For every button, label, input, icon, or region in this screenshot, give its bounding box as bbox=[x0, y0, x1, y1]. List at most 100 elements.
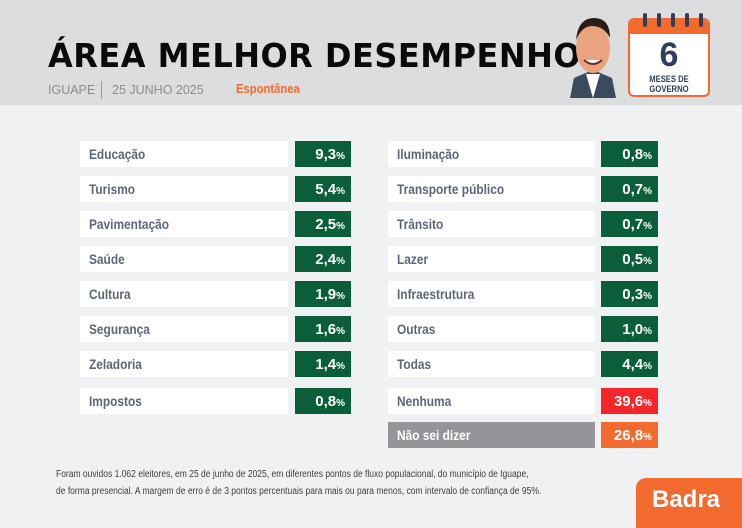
category-label: Turismo bbox=[80, 176, 288, 202]
category-text: Não sei dizer bbox=[397, 427, 471, 443]
value-number: 1,9 bbox=[315, 286, 337, 303]
value-number: 4,4 bbox=[622, 356, 644, 373]
calendar-ring-icon bbox=[671, 13, 675, 27]
category-text: Segurança bbox=[89, 321, 150, 337]
category-text: Educação bbox=[89, 146, 146, 162]
percent-sign: % bbox=[336, 291, 345, 302]
percent-sign: % bbox=[336, 151, 345, 162]
percent-sign: % bbox=[643, 326, 652, 337]
percent-sign: % bbox=[336, 221, 345, 232]
percentage-value: 0,7% bbox=[601, 176, 658, 202]
category-label: Infraestrutura bbox=[388, 281, 595, 307]
category-text: Saúde bbox=[89, 251, 125, 267]
category-label: Zeladoria bbox=[80, 351, 288, 377]
value-number: 0,3 bbox=[622, 286, 644, 303]
category-text: Turismo bbox=[89, 181, 136, 197]
category-label: Nenhuma bbox=[388, 388, 595, 414]
percent-sign: % bbox=[643, 361, 652, 372]
mayor-caricature-icon bbox=[570, 18, 616, 98]
value-number: 0,7 bbox=[622, 216, 644, 233]
category-text: Outras bbox=[397, 321, 436, 337]
percent-sign: % bbox=[336, 326, 345, 337]
badra-logo: Badra bbox=[636, 478, 742, 528]
percentage-value: 1,6% bbox=[295, 316, 351, 342]
category-label: Lazer bbox=[388, 246, 595, 272]
category-label: Transporte público bbox=[388, 176, 595, 202]
category-label: Todas bbox=[388, 351, 595, 377]
value-number: 0,8 bbox=[315, 393, 337, 410]
percent-sign: % bbox=[643, 432, 652, 443]
percentage-value: 2,5% bbox=[295, 211, 351, 237]
category-text: Impostos bbox=[89, 393, 142, 409]
category-text: Lazer bbox=[397, 251, 429, 267]
percentage-value: 0,8% bbox=[295, 388, 351, 414]
category-text: Cultura bbox=[89, 286, 131, 302]
category-text: Todas bbox=[397, 356, 432, 372]
value-number: 1,4 bbox=[315, 356, 337, 373]
percentage-value: 0,5% bbox=[601, 246, 658, 272]
months-number: 6 bbox=[659, 36, 679, 74]
value-number: 0,7 bbox=[622, 181, 644, 198]
category-label: Segurança bbox=[80, 316, 288, 342]
footnote-line: Foram ouvidos 1.062 eleitores, em 25 de … bbox=[56, 469, 529, 480]
category-label: Saúde bbox=[80, 246, 288, 272]
percent-sign: % bbox=[336, 398, 345, 409]
six-months-calendar-badge: 6 MESES DE GOVERNO bbox=[628, 18, 710, 97]
category-label: Outras bbox=[388, 316, 595, 342]
city-label: IGUAPE bbox=[48, 83, 96, 97]
percent-sign: % bbox=[643, 151, 652, 162]
value-number: 39,6 bbox=[613, 393, 644, 410]
percentage-value: 1,0% bbox=[601, 316, 658, 342]
category-label: Iluminação bbox=[388, 141, 595, 167]
category-text: Iluminação bbox=[397, 146, 460, 162]
category-label: Pavimentação bbox=[80, 211, 288, 237]
percent-sign: % bbox=[643, 291, 652, 302]
header bbox=[0, 0, 742, 105]
survey-type: Espontânea bbox=[236, 82, 300, 96]
percent-sign: % bbox=[336, 256, 345, 267]
percentage-value: 1,4% bbox=[295, 351, 351, 377]
value-number: 9,3 bbox=[315, 146, 337, 163]
calendar-ring-icon bbox=[643, 13, 647, 27]
value-number: 0,8 bbox=[622, 146, 644, 163]
percent-sign: % bbox=[643, 221, 652, 232]
percent-sign: % bbox=[643, 256, 652, 267]
footnote-line: de forma presencial. A margem de erro é … bbox=[56, 486, 542, 497]
percentage-value: 5,4% bbox=[295, 176, 351, 202]
percentage-value: 26,8% bbox=[601, 422, 658, 448]
value-number: 2,4 bbox=[315, 251, 337, 268]
date-label: 25 JUNHO 2025 bbox=[112, 83, 204, 97]
divider bbox=[101, 81, 102, 99]
percent-sign: % bbox=[643, 186, 652, 197]
percentage-value: 0,8% bbox=[601, 141, 658, 167]
value-number: 0,5 bbox=[622, 251, 644, 268]
percentage-value: 2,4% bbox=[295, 246, 351, 272]
percentage-value: 1,9% bbox=[295, 281, 351, 307]
category-text: Pavimentação bbox=[89, 216, 170, 232]
category-label: Cultura bbox=[80, 281, 288, 307]
category-text: Zeladoria bbox=[89, 356, 142, 372]
category-label: Educação bbox=[80, 141, 288, 167]
calendar-ring-icon bbox=[657, 13, 661, 27]
calendar-ring-icon bbox=[699, 13, 703, 27]
category-label: Impostos bbox=[80, 388, 288, 414]
value-number: 1,0 bbox=[622, 321, 644, 338]
percent-sign: % bbox=[643, 398, 652, 409]
value-number: 5,4 bbox=[315, 181, 337, 198]
percentage-value: 0,7% bbox=[601, 211, 658, 237]
category-label: Trânsito bbox=[388, 211, 595, 237]
calendar-ring-icon bbox=[685, 13, 689, 27]
percentage-value: 9,3% bbox=[295, 141, 351, 167]
category-label: Não sei dizer bbox=[388, 422, 595, 448]
page-title: ÁREA MELHOR DESEMPENHO bbox=[48, 36, 582, 75]
percent-sign: % bbox=[336, 186, 345, 197]
percent-sign: % bbox=[336, 361, 345, 372]
value-number: 2,5 bbox=[315, 216, 337, 233]
category-text: Trânsito bbox=[397, 216, 444, 232]
category-text: Transporte público bbox=[397, 181, 505, 197]
months-label: MESES DE GOVERNO bbox=[649, 74, 689, 94]
value-number: 26,8 bbox=[613, 427, 644, 444]
footnote: Foram ouvidos 1.062 eleitores, em 25 de … bbox=[56, 466, 541, 500]
percentage-value: 0,3% bbox=[601, 281, 658, 307]
category-text: Nenhuma bbox=[397, 393, 452, 409]
